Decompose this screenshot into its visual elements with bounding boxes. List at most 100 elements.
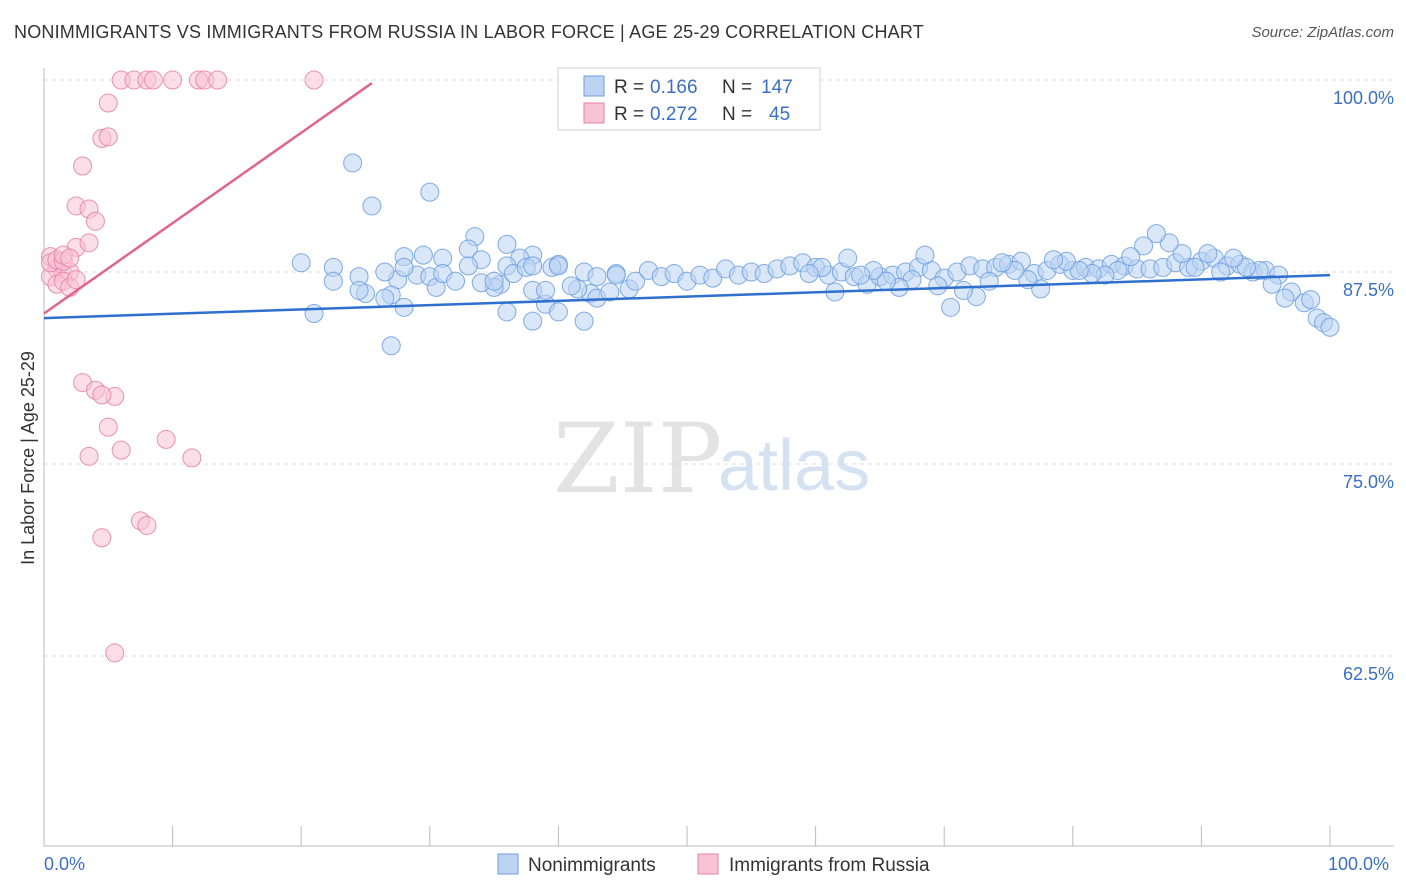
immigrant-russia-point-40 bbox=[137, 515, 157, 535]
y-tick-label-3: 62.5% bbox=[1343, 664, 1394, 684]
nonimmigrant-point-55 bbox=[561, 276, 581, 296]
nonimmigrant-point-49 bbox=[484, 271, 504, 291]
nonimmigrant-point-44 bbox=[381, 336, 401, 356]
nonimmigrant-point-40 bbox=[304, 303, 324, 323]
nonimmigrant-point-15 bbox=[574, 311, 594, 331]
immigrant-russia-point-33 bbox=[92, 385, 112, 405]
immigrant-russia-point-8 bbox=[304, 70, 324, 90]
immigrant-russia-point-36 bbox=[111, 440, 131, 460]
legend-swatch-nonimmigrants bbox=[583, 75, 605, 97]
immigrant-russia-point-17 bbox=[79, 233, 99, 253]
nonimmigrant-point-124 bbox=[1185, 257, 1205, 277]
immigrant-russia-point-15 bbox=[85, 211, 105, 231]
source-label: Source: ZipAtlas.com bbox=[1251, 24, 1394, 41]
nonimmigrant-point-150 bbox=[851, 265, 871, 285]
nonimmigrant-point-5 bbox=[497, 234, 517, 254]
nonimmigrant-point-47 bbox=[446, 271, 466, 291]
nonimmigrant-point-117 bbox=[1275, 288, 1295, 308]
legend-n-label-1: N = bbox=[722, 77, 752, 98]
watermark-atlas: atlas bbox=[718, 426, 870, 506]
nonimmigrant-point-135 bbox=[1044, 250, 1064, 270]
chart-title: NONIMMIGRANTS VS IMMIGRANTS FROM RUSSIA … bbox=[14, 22, 924, 42]
nonimmigrant-point-145 bbox=[915, 245, 935, 265]
immigrant-russia-point-12 bbox=[73, 156, 93, 176]
bottom-legend-swatch-nonimmigrants bbox=[497, 853, 519, 875]
immigrant-russia-point-42 bbox=[105, 643, 125, 663]
nonimmigrant-point-52 bbox=[523, 256, 543, 276]
bottom-legend-label-nonimmigrants: Nonimmigrants bbox=[528, 855, 656, 876]
nonimmigrant-point-125 bbox=[1172, 244, 1192, 264]
nonimmigrant-point-127 bbox=[1146, 224, 1166, 244]
y-axis-label: In Labor Force | Age 25-29 bbox=[18, 351, 38, 565]
nonimmigrant-point-32 bbox=[458, 256, 478, 276]
nonimmigrant-point-1 bbox=[362, 196, 382, 216]
watermark-zip: ZIP bbox=[553, 403, 722, 515]
nonimmigrant-point-14 bbox=[523, 311, 543, 331]
nonimmigrant-point-54 bbox=[548, 256, 568, 276]
x-tick-label-left: 0.0% bbox=[44, 854, 85, 874]
nonimmigrant-point-35 bbox=[394, 257, 414, 277]
nonimmigrant-point-2 bbox=[420, 182, 440, 202]
immigrants-russia-trend-line bbox=[43, 82, 373, 315]
immigrant-russia-point-35 bbox=[79, 446, 99, 466]
nonimmigrant-point-66 bbox=[703, 268, 723, 288]
nonimmigrant-point-154 bbox=[799, 264, 819, 284]
bottom-legend-swatch-immigrants-russia bbox=[697, 853, 719, 875]
nonimmigrant-point-122 bbox=[1211, 262, 1231, 282]
immigrant-russia-point-26 bbox=[66, 270, 86, 290]
nonimmigrant-point-144 bbox=[928, 276, 948, 296]
nonimmigrant-point-41 bbox=[323, 271, 343, 291]
nonimmigrant-point-113 bbox=[1301, 290, 1321, 310]
nonimmigrant-point-22 bbox=[536, 280, 556, 300]
nonimmigrant-point-43 bbox=[375, 288, 395, 308]
series-legend: Nonimmigrants Immigrants from Russia bbox=[497, 853, 930, 876]
nonimmigrant-point-151 bbox=[838, 248, 858, 268]
nonimmigrant-point-128 bbox=[1134, 236, 1154, 256]
y-tick-label-1: 87.5% bbox=[1343, 280, 1394, 300]
nonimmigrant-point-143 bbox=[941, 297, 961, 317]
data-points bbox=[40, 70, 1340, 663]
nonimmigrant-point-23 bbox=[600, 282, 620, 302]
x-ticks bbox=[43, 826, 1331, 846]
legend-n-value-2: 45 bbox=[769, 104, 790, 125]
nonimmigrant-point-39 bbox=[291, 253, 311, 273]
nonimmigrant-point-13 bbox=[497, 302, 517, 322]
nonimmigrant-point-0 bbox=[343, 153, 363, 173]
legend-r-value-2: 0.272 bbox=[650, 104, 698, 125]
immigrant-russia-point-7 bbox=[208, 70, 228, 90]
immigrant-russia-point-9 bbox=[98, 93, 118, 113]
nonimmigrant-point-133 bbox=[1069, 260, 1089, 280]
nonimmigrant-point-120 bbox=[1236, 257, 1256, 277]
nonimmigrant-point-58 bbox=[606, 265, 626, 285]
immigrant-russia-point-34 bbox=[98, 417, 118, 437]
y-tick-labels: 100.0% 87.5% 75.0% 62.5% bbox=[1333, 88, 1394, 684]
y-tick-label-2: 75.0% bbox=[1343, 472, 1394, 492]
immigrant-russia-point-11 bbox=[98, 127, 118, 147]
legend-r-label-2: R = bbox=[614, 104, 644, 125]
legend-r-value-1: 0.166 bbox=[650, 77, 698, 98]
nonimmigrant-point-126 bbox=[1159, 233, 1179, 253]
immigrant-russia-point-4 bbox=[163, 70, 183, 90]
nonimmigrant-point-36 bbox=[375, 262, 395, 282]
nonimmigrant-point-142 bbox=[953, 280, 973, 300]
nonimmigrant-point-129 bbox=[1121, 247, 1141, 267]
nonimmigrant-point-139 bbox=[992, 253, 1012, 273]
nonimmigrant-point-60 bbox=[626, 271, 646, 291]
nonimmigrant-point-34 bbox=[413, 245, 433, 265]
immigrant-russia-point-44 bbox=[60, 248, 80, 268]
nonimmigrant-point-116 bbox=[1320, 317, 1340, 337]
immigrant-russia-point-38 bbox=[182, 448, 202, 468]
bottom-legend-label-immigrants-russia: Immigrants from Russia bbox=[729, 855, 930, 876]
y-tick-label-0: 100.0% bbox=[1333, 88, 1394, 108]
immigrant-russia-point-41 bbox=[92, 528, 112, 548]
x-tick-label-right: 100.0% bbox=[1328, 854, 1389, 874]
immigrant-russia-point-3 bbox=[143, 70, 163, 90]
gridlines bbox=[44, 79, 1394, 657]
legend-n-value-1: 147 bbox=[761, 77, 793, 98]
nonimmigrant-point-118 bbox=[1262, 274, 1282, 294]
legend-r-label-1: R = bbox=[614, 77, 644, 98]
nonimmigrant-point-21 bbox=[548, 302, 568, 322]
nonimmigrant-point-57 bbox=[587, 267, 607, 287]
immigrant-russia-point-37 bbox=[156, 429, 176, 449]
